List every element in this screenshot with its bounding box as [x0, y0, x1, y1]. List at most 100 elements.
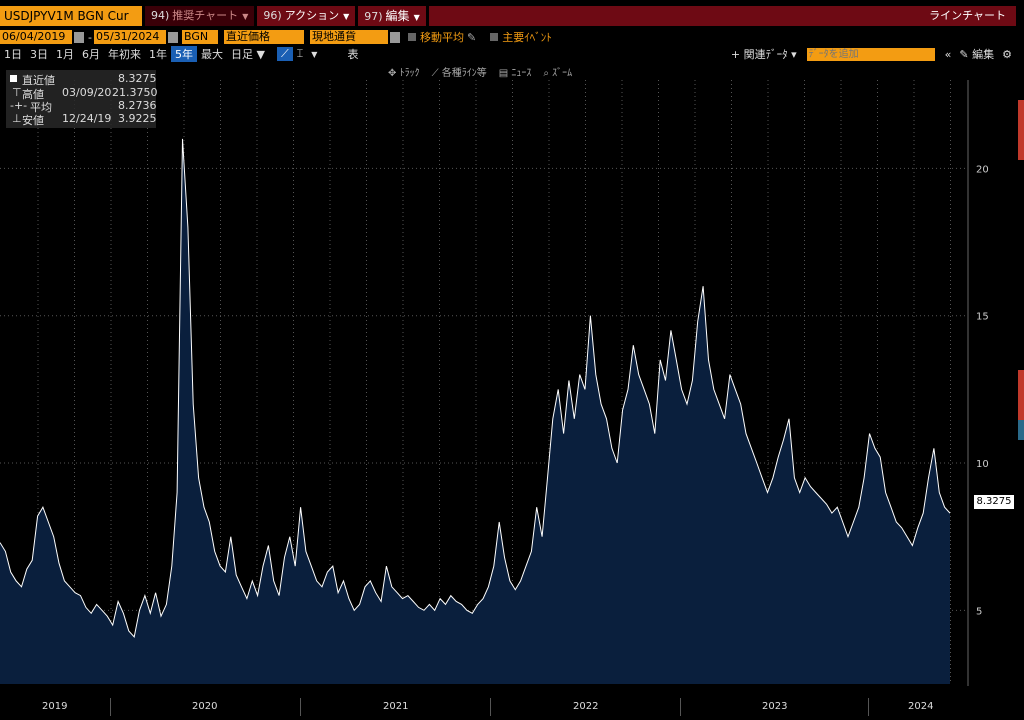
calendar-icon[interactable]: [167, 31, 178, 43]
settings-bar: 06/04/2019 - 05/31/2024 BGN 直近価格 現地通貨 移動…: [0, 29, 1016, 45]
x-tick-label: 2019: [42, 701, 68, 712]
source-field[interactable]: BGN: [181, 30, 218, 44]
legend-avg-value: 8.2736: [118, 99, 157, 112]
bar-style-icon[interactable]: ⌶: [296, 47, 304, 60]
legend-row-low: ⊥ 安値 12/24/19 3.9225: [6, 112, 157, 127]
chevron-down-icon: ▼: [413, 13, 420, 22]
period-5y[interactable]: 5年: [171, 46, 197, 62]
title-bar: USDJPYV1M BGN Cur 94) 推奨チャート ▼ 96) アクション ▼ 9…: [0, 6, 1016, 26]
x-tick-label: 2024: [908, 701, 934, 712]
side-indicator: [1018, 100, 1024, 160]
legend-low-value: 3.9225: [118, 112, 157, 125]
line-chart-icon[interactable]: ⟋: [276, 47, 293, 61]
year-separator: [300, 698, 301, 716]
year-separator: [490, 698, 491, 716]
news-label: ﾆｭｰｽ: [511, 68, 532, 79]
zoom-tool[interactable]: ⌕ ｽﾞｰﾑ: [543, 68, 573, 79]
frequency-label: 日足: [231, 48, 253, 61]
menu-actions[interactable]: 96) アクション ▼: [257, 6, 356, 26]
y-tick-label: 5: [976, 606, 982, 617]
menu-number: 94): [151, 9, 170, 22]
volatility-line: [0, 138, 951, 638]
legend-row-last[interactable]: 直近値 8.3275: [6, 72, 157, 87]
price-type-select[interactable]: 直近価格: [223, 30, 304, 44]
menu-label: アクション: [284, 9, 340, 22]
period-ytd[interactable]: 年初来: [108, 48, 141, 61]
average-icon: -+-: [10, 99, 28, 112]
currency-select[interactable]: 現地通貨: [309, 30, 388, 44]
date-separator: -: [88, 30, 92, 44]
y-tick-label: 20: [976, 164, 989, 175]
events-checkbox[interactable]: [490, 33, 499, 41]
volatility-area: [0, 138, 950, 684]
ticker-field[interactable]: USDJPYV1M BGN Cur: [0, 6, 142, 26]
chart-area[interactable]: 5 10 15 20: [0, 80, 1016, 686]
x-tick-label: 2022: [573, 701, 599, 712]
related-data-button[interactable]: + 関連ﾃﾞｰﾀ ▾: [730, 48, 797, 61]
series-color-swatch: [10, 75, 17, 82]
period-1d[interactable]: 1日: [4, 48, 22, 61]
period-1m[interactable]: 1月: [56, 48, 74, 61]
period-max[interactable]: 最大: [201, 48, 223, 61]
edit-button[interactable]: ✎ 編集: [959, 48, 995, 61]
chart-svg: 5 10 15 20: [0, 80, 989, 686]
y-tick-label: 15: [976, 312, 989, 323]
gear-icon[interactable]: ⚙: [1002, 47, 1012, 61]
zoom-label: ｽﾞｰﾑ: [552, 68, 573, 79]
year-separator: [680, 698, 681, 716]
menu-label: 編集: [385, 9, 410, 23]
period-1y[interactable]: 1年: [149, 48, 167, 61]
related-data-label: 関連ﾃﾞｰﾀ: [743, 48, 788, 61]
legend-row-avg: -+- 平均 8.2736: [6, 99, 157, 114]
high-icon: ⊤: [12, 86, 22, 99]
menu-number: 96): [263, 9, 282, 22]
style-dropdown-icon[interactable]: ▼: [311, 49, 318, 59]
menu-edit[interactable]: 97) 編集 ▼: [358, 6, 426, 26]
x-axis: 2019 2020 2021 2022 2023 2024: [0, 698, 1016, 718]
period-bar: 1日 3日 1月 6月 年初来 1年 5年 最大 日足 ▼ ⟋ ⌶ ▼ 表 + …: [0, 46, 1016, 62]
side-indicator: [1018, 370, 1024, 420]
chevron-down-icon: ▼: [242, 12, 249, 21]
track-tool[interactable]: ✥ ﾄﾗｯｸ: [388, 68, 420, 79]
collapse-icon[interactable]: «: [944, 47, 952, 61]
lines-tool[interactable]: ⟋ 各種ﾗｲﾝ等: [431, 68, 487, 79]
start-date-field[interactable]: 06/04/2019: [0, 30, 72, 44]
end-date-field[interactable]: 05/31/2024: [93, 30, 166, 44]
moving-average-checkbox[interactable]: [407, 33, 416, 41]
legend-panel: 直近値 8.3275 ⊤ 高値 03/09/20 21.3750 -+- 平均 …: [6, 70, 158, 128]
dropdown-icon[interactable]: [389, 31, 400, 43]
moving-average-label[interactable]: 移動平均: [419, 31, 464, 44]
lines-label: 各種ﾗｲﾝ等: [441, 68, 487, 79]
news-tool[interactable]: ▤ ﾆｭｰｽ: [498, 68, 532, 79]
add-data-input[interactable]: [806, 47, 935, 61]
legend-high-value: 21.3750: [112, 86, 158, 99]
chevron-down-icon: ▼: [343, 12, 350, 21]
period-3d[interactable]: 3日: [30, 48, 48, 61]
legend-last-value: 8.3275: [118, 72, 157, 85]
table-button[interactable]: 表: [347, 48, 359, 61]
menu-recommended-charts[interactable]: 94) 推奨チャート ▼: [145, 6, 255, 26]
chart-type-label[interactable]: ラインチャート: [428, 6, 1016, 26]
side-indicator: [1018, 420, 1024, 440]
events-label[interactable]: 主要ｲﾍﾞﾝﾄ: [502, 31, 552, 44]
year-separator: [110, 698, 111, 716]
legend-row-high: ⊤ 高値 03/09/20 21.3750: [6, 86, 158, 101]
frequency-select[interactable]: 日足 ▼: [231, 48, 265, 61]
period-6m[interactable]: 6月: [82, 48, 100, 61]
y-tick-label: 10: [976, 459, 989, 470]
track-label: ﾄﾗｯｸ: [399, 68, 420, 79]
x-tick-label: 2021: [383, 701, 409, 712]
low-icon: ⊥: [12, 112, 22, 125]
y-axis: 5 10 15 20: [967, 80, 989, 686]
x-tick-label: 2023: [762, 701, 788, 712]
legend-high-date: 03/09/20: [62, 86, 112, 99]
legend-high-label: 高値: [22, 88, 44, 101]
legend-last-label: 直近値: [22, 74, 55, 87]
calendar-icon[interactable]: [74, 31, 84, 43]
menu-number: 97): [364, 10, 383, 23]
legend-low-label: 安値: [22, 114, 44, 127]
chart-tools: ✥ ﾄﾗｯｸ ⟋ 各種ﾗｲﾝ等 ▤ ﾆｭｰｽ ⌕ ｽﾞｰﾑ: [388, 64, 584, 79]
legend-low-date: 12/24/19: [62, 112, 112, 125]
pencil-icon[interactable]: ✎: [466, 30, 477, 44]
x-tick-label: 2020: [192, 701, 218, 712]
